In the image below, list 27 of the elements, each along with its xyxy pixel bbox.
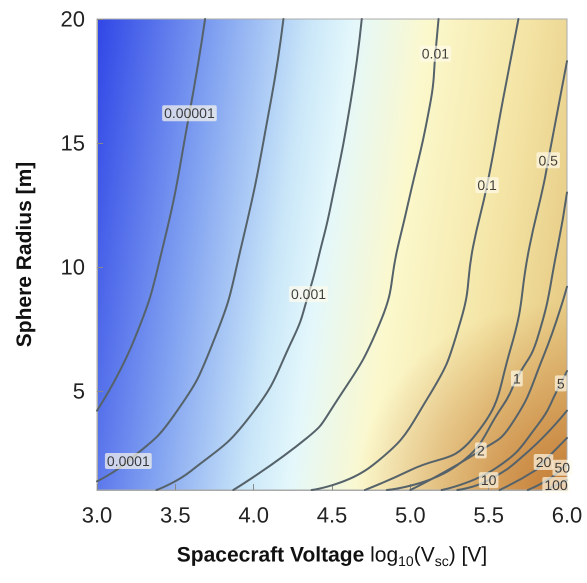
- x-tick-label: 4.5: [316, 502, 348, 528]
- x-tick-label: 5.5: [473, 502, 504, 528]
- annotation: 2: [476, 442, 485, 458]
- line-series: [156, 18, 363, 491]
- x-tick-label: 3.5: [160, 502, 191, 528]
- annotation: 0.00001: [164, 105, 215, 122]
- y-tick-label: 10: [60, 254, 85, 280]
- x-tick-label: 3.0: [82, 502, 112, 528]
- annotation: 50: [554, 460, 570, 476]
- y-tick-label: 20: [60, 6, 85, 32]
- line-series: [364, 60, 568, 491]
- line-series: [456, 410, 568, 491]
- y-tick-label: 15: [60, 130, 85, 156]
- x-tick-label: 6.0: [552, 502, 582, 528]
- line-series: [386, 192, 568, 491]
- y-axis-title: Sphere Radius [m]: [13, 162, 36, 348]
- line-series: [96, 18, 284, 482]
- y-tick-label: 5: [72, 378, 85, 404]
- annotation: 5: [556, 375, 565, 392]
- line-series: [498, 436, 568, 491]
- annotation: 20: [536, 454, 552, 470]
- annotation: 10: [480, 472, 497, 488]
- annotation: 1: [512, 370, 521, 386]
- x-tick-label: 4.0: [238, 502, 269, 528]
- line-series: [440, 370, 568, 491]
- x-tick-label: 5.0: [395, 502, 426, 528]
- annotation: 0.0001: [106, 452, 150, 469]
